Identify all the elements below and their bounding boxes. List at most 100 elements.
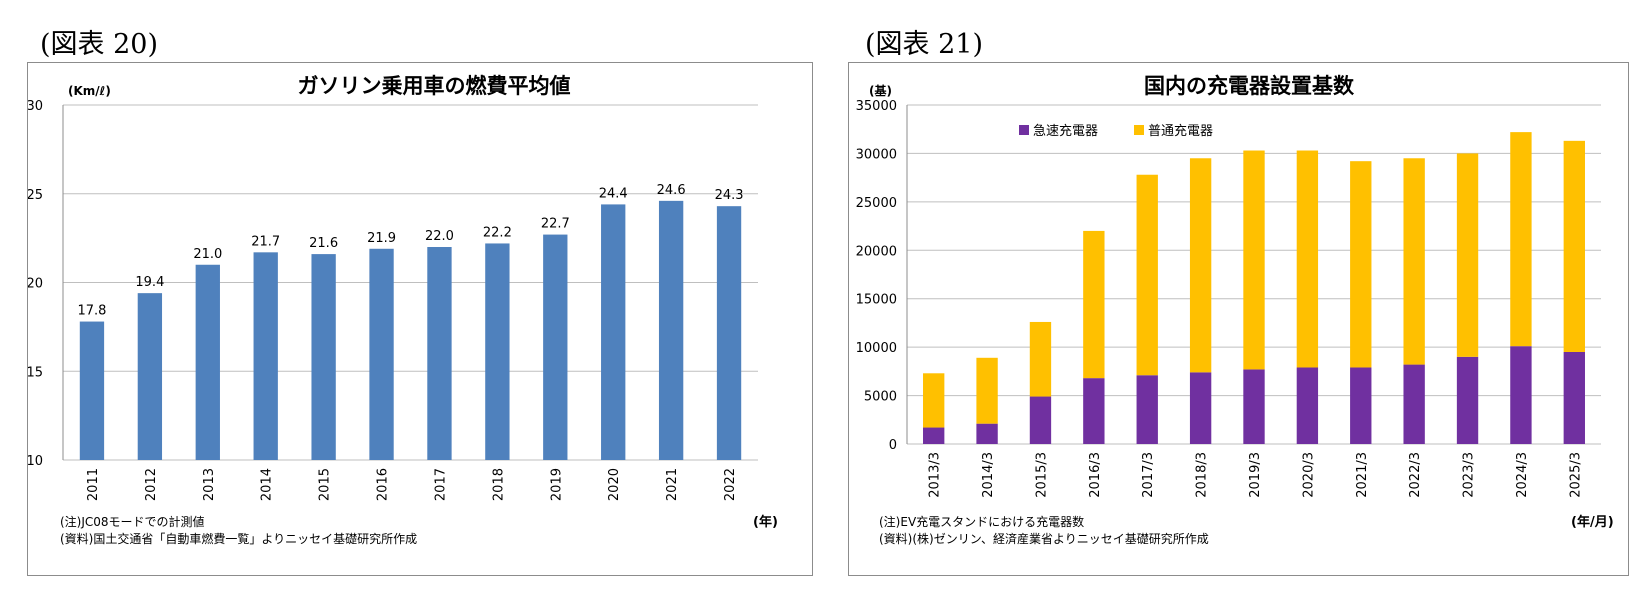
y-tick-label: 20000 [856, 244, 897, 259]
bar-rapid-2015/3 [1029, 396, 1052, 444]
data-label-2016: 21.9 [367, 231, 396, 246]
bar-2020 [601, 204, 626, 460]
x-tick-label-2014: 2014 [260, 468, 275, 501]
x-tick-label-2021: 2021 [665, 468, 680, 501]
bar-rapid-2022/3 [1403, 364, 1425, 444]
x-tick-label-2024/3: 2024/3 [1515, 452, 1530, 498]
y-tick-label: 10000 [856, 341, 897, 356]
bar-rapid-2020/3 [1296, 367, 1319, 444]
data-label-2022: 24.3 [715, 188, 744, 203]
note-line: (注)JC08モードでの計測値 [60, 514, 205, 529]
x-tick-label-2021/3: 2021/3 [1355, 452, 1370, 498]
bar-rapid-2024/3 [1510, 346, 1532, 444]
data-label-2018: 22.2 [483, 225, 512, 240]
bar-rapid-2025/3 [1563, 351, 1585, 444]
x-tick-label-2011: 2011 [86, 468, 101, 501]
data-label-2019: 22.7 [541, 217, 570, 232]
bar-2011 [79, 321, 105, 460]
bar-rapid-2017/3 [1136, 375, 1158, 444]
fuel-economy-chart-panel: ガソリン乗用車の燃費平均値 (Km/ℓ) 17.8 19.4 21.0 21.7 21.… [27, 62, 813, 576]
chart-title: 国内の充電器設置基数 [1144, 74, 1355, 98]
data-label-2020: 24.4 [599, 186, 628, 201]
bar-normal-2024/3 [1510, 132, 1532, 347]
bar-normal-2013/3 [923, 373, 945, 428]
y-tick-label: 5000 [864, 390, 897, 405]
x-tick-label-2020/3: 2020/3 [1301, 452, 1316, 498]
x-tick-label-2015: 2015 [318, 468, 333, 501]
x-tick-label-2015/3: 2015/3 [1034, 452, 1049, 498]
data-label-2015: 21.6 [309, 236, 338, 251]
x-tick-label-2013/3: 2013/3 [928, 452, 943, 498]
bar-normal-2025/3 [1563, 140, 1585, 352]
data-label-2012: 19.4 [135, 275, 164, 290]
charger-count-chart-panel: 国内の充電器設置基数 (基) 0 5000 10000 15000 20000 25000… [848, 62, 1629, 576]
x-tick-label-2017: 2017 [433, 468, 448, 501]
x-tick-label-2018: 2018 [491, 468, 506, 501]
bar-2022 [716, 206, 742, 460]
bar-2015 [311, 254, 336, 460]
bar-rapid-2021/3 [1350, 367, 1372, 444]
legend: 急速充電器 普通充電器 [1019, 123, 1213, 139]
bar-normal-2019/3 [1243, 150, 1265, 370]
y-tick-label: 30 [28, 99, 43, 114]
source-line: (資料)国土交通省「自動車燃費一覧」よりニッセイ基礎研究所作成 [60, 531, 417, 546]
x-tick-label-2020: 2020 [607, 468, 622, 501]
bar-rapid-2018/3 [1189, 372, 1212, 444]
bar-2016 [369, 248, 394, 460]
figure-label-21: (図表 21) [865, 29, 984, 60]
data-label-2017: 22.0 [425, 229, 454, 244]
bar-normal-2018/3 [1189, 158, 1212, 373]
y-tick-label: 35000 [856, 99, 897, 114]
x-tick-label-2022/3: 2022/3 [1408, 452, 1423, 498]
data-label-2013: 21.0 [193, 247, 222, 262]
x-tick-label-2022: 2022 [723, 468, 738, 501]
bar-normal-2020/3 [1296, 150, 1319, 368]
x-tick-label-2023/3: 2023/3 [1462, 452, 1477, 498]
data-label-2011: 17.8 [77, 304, 106, 319]
y-axis-unit: (基) [869, 83, 892, 98]
bar-2014 [253, 252, 278, 460]
x-axis-unit: (年/月) [1571, 514, 1614, 530]
legend-swatch-normal [1134, 125, 1144, 135]
bar-2013 [195, 264, 220, 460]
x-tick-label-2012: 2012 [144, 468, 159, 501]
x-tick-label-2018/3: 2018/3 [1195, 452, 1210, 498]
bar-normal-2021/3 [1350, 161, 1372, 368]
y-tick-label: 15 [28, 365, 43, 380]
bar-normal-2022/3 [1403, 158, 1425, 365]
x-tick-label-2014/3: 2014/3 [981, 452, 996, 498]
data-label-2021: 24.6 [657, 183, 686, 198]
source-line: (資料)(株)ゼンリン、経済産業省よりニッセイ基礎研究所作成 [879, 531, 1209, 546]
bar-normal-2015/3 [1029, 321, 1052, 397]
bar-2019 [543, 234, 568, 460]
bar-2012 [137, 293, 163, 460]
figure-label-20: (図表 20) [40, 29, 159, 60]
bar-normal-2014/3 [976, 357, 998, 424]
y-tick-label: 30000 [856, 147, 897, 162]
y-tick-label: 0 [889, 438, 897, 453]
legend-swatch-rapid [1019, 125, 1029, 135]
x-tick-label-2016/3: 2016/3 [1088, 452, 1103, 498]
note-line: (注)EV充電スタンドにおける充電器数 [879, 514, 1084, 529]
bar-rapid-2013/3 [923, 427, 945, 444]
y-tick-label: 10 [28, 454, 43, 469]
y-axis-unit: (Km/ℓ) [68, 84, 111, 98]
bar-rapid-2019/3 [1243, 369, 1265, 444]
legend-label-normal: 普通充電器 [1148, 123, 1213, 139]
bar-normal-2017/3 [1136, 174, 1158, 376]
y-tick-label: 25000 [856, 196, 897, 211]
x-tick-label-2019: 2019 [549, 468, 564, 501]
legend-label-rapid: 急速充電器 [1033, 123, 1098, 139]
bar-rapid-2023/3 [1456, 356, 1479, 444]
bar-2017 [427, 247, 452, 460]
x-axis-unit: (年) [753, 514, 778, 530]
x-tick-label-2025/3: 2025/3 [1568, 452, 1583, 498]
x-tick-label-2017/3: 2017/3 [1141, 452, 1156, 498]
y-tick-label: 20 [28, 277, 43, 292]
charger-count-chart: 国内の充電器設置基数 (基) 0 5000 10000 15000 20000 25000… [856, 74, 1614, 546]
bar-2018 [485, 243, 510, 460]
bar-2021 [658, 200, 684, 460]
bar-normal-2023/3 [1456, 153, 1479, 357]
y-tick-label: 15000 [856, 293, 897, 308]
data-label-2014: 21.7 [251, 234, 280, 249]
